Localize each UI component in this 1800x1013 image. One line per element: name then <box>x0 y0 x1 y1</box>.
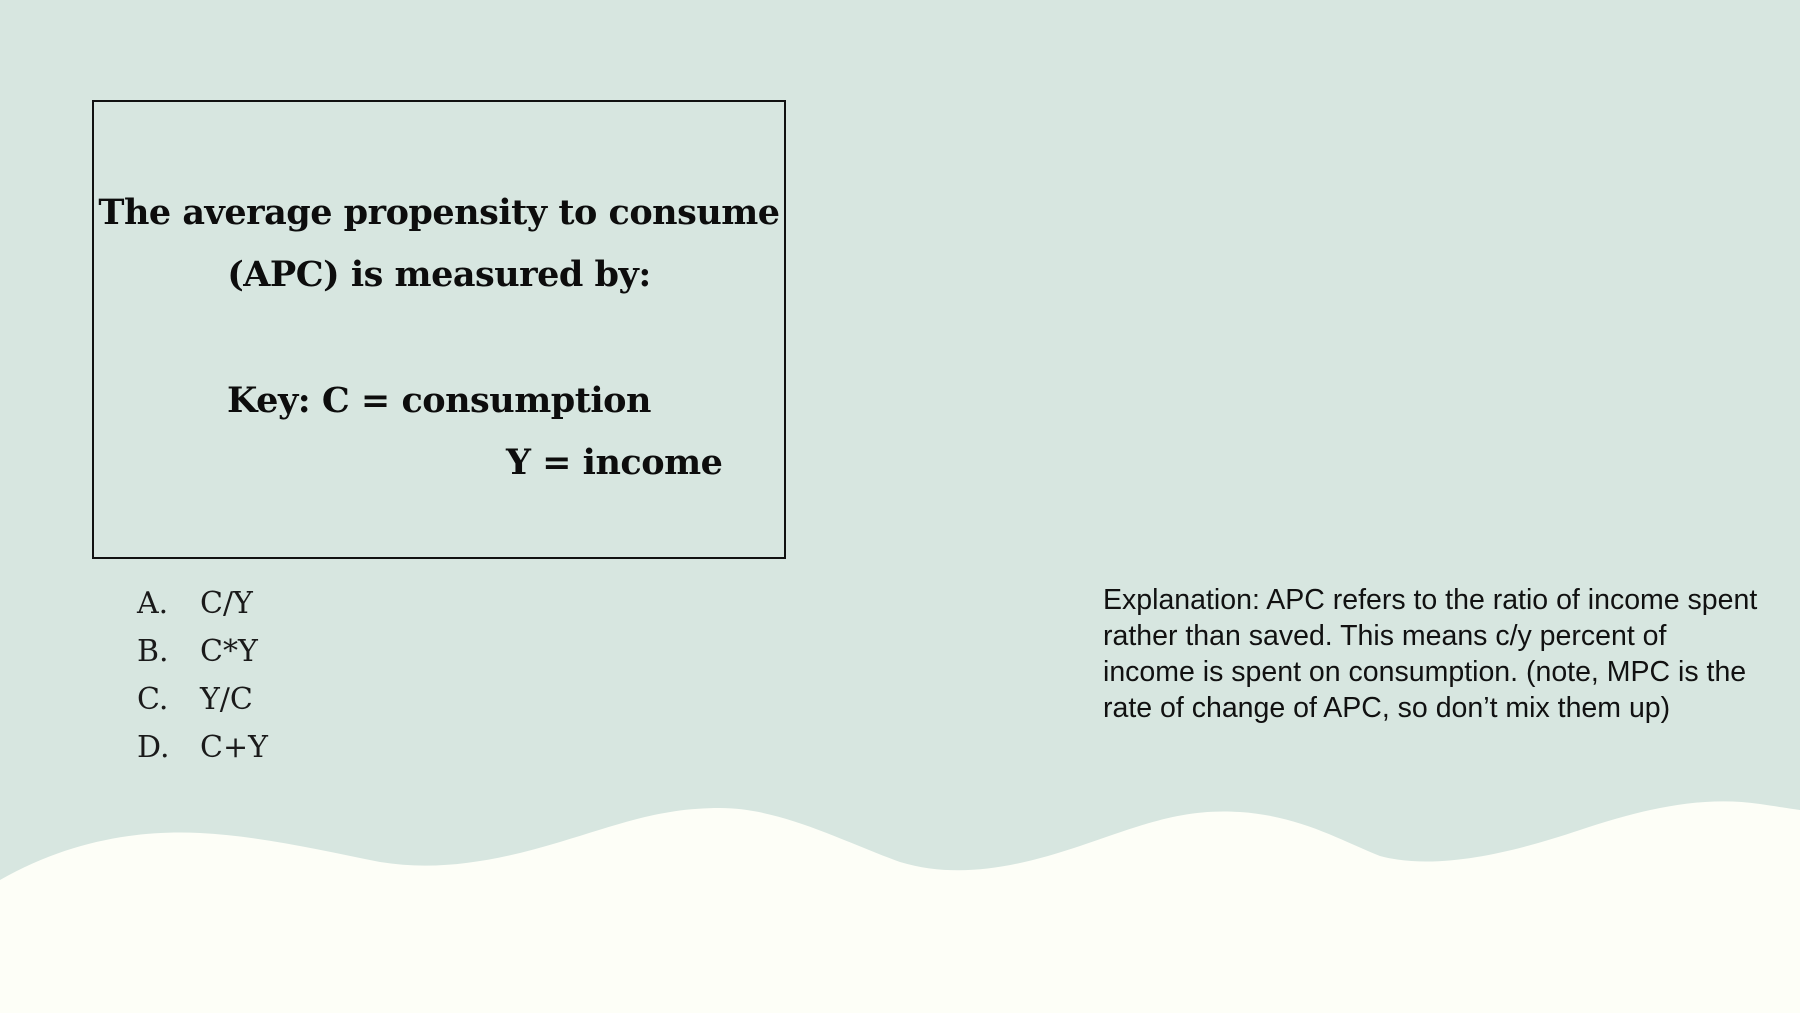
key-income: Y = income <box>506 442 723 483</box>
key-consumption: Key: C = consumption <box>227 380 651 421</box>
option-b[interactable]: B. C*Y <box>137 628 268 676</box>
option-c[interactable]: C. Y/C <box>137 676 268 724</box>
option-text: C+Y <box>200 730 268 765</box>
option-text: C*Y <box>200 634 258 669</box>
option-letter: C. <box>137 682 169 717</box>
question-box: The average propensity to consume (APC) … <box>92 100 786 559</box>
question-text: The average propensity to consume (APC) … <box>94 182 784 306</box>
option-text: Y/C <box>200 682 253 717</box>
option-a[interactable]: A. C/Y <box>137 580 268 628</box>
option-text: C/Y <box>200 586 253 621</box>
question-line-1: The average propensity to consume <box>98 192 780 233</box>
answer-options: A. C/Y B. C*Y C. Y/C D. C+Y <box>137 580 268 772</box>
option-d[interactable]: D. C+Y <box>137 724 268 772</box>
explanation-text: Explanation: APC refers to the ratio of … <box>1103 584 1758 724</box>
option-letter: D. <box>137 730 170 765</box>
option-letter: B. <box>137 634 169 669</box>
question-line-2: (APC) is measured by: <box>227 254 651 295</box>
option-letter: A. <box>137 586 169 621</box>
